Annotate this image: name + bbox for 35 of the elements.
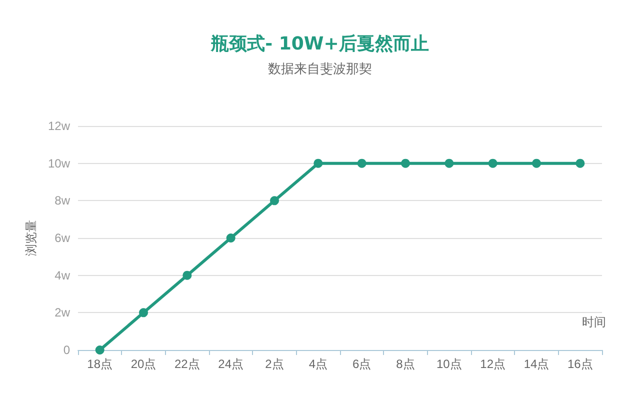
y-tick-label: 12w: [48, 119, 70, 133]
x-tick-label: 24点: [218, 357, 244, 371]
y-axis-title: 浏览量: [24, 220, 38, 256]
point: [182, 270, 192, 280]
point: [270, 196, 279, 206]
chart-subtitle: 数据来自斐波那契: [268, 62, 372, 77]
x-tick-label: 20点: [130, 357, 156, 371]
x-axis-title: 时间: [582, 315, 606, 329]
y-tick-label: 10w: [48, 156, 70, 170]
y-tick-label: 0: [63, 343, 70, 357]
x-tick-label: 22点: [174, 357, 200, 371]
point: [95, 346, 104, 354]
point: [139, 308, 148, 318]
x-tick-label: 10点: [436, 357, 462, 371]
y-tick-label: 8w: [54, 194, 70, 208]
x-tick-label: 18点: [87, 357, 113, 371]
x-tick-label: 12点: [480, 357, 506, 371]
point: [401, 158, 410, 168]
x-tick-label: 8点: [396, 357, 415, 371]
point: [226, 234, 236, 242]
point: [444, 158, 454, 168]
x-tick-label: 2点: [265, 357, 284, 371]
point: [488, 158, 498, 168]
y-tick-label: 4w: [54, 268, 70, 282]
x-tick-label: 14点: [524, 357, 550, 371]
point: [357, 158, 366, 168]
x-tick-label: 16点: [567, 357, 593, 371]
y-tick-label: 2w: [54, 306, 70, 320]
x-tick-label: 6点: [352, 357, 372, 371]
chart-title: 瓶颈式- 10W+后戛然而止: [210, 34, 429, 54]
point: [532, 158, 541, 168]
x-tick-label: 4点: [308, 357, 328, 371]
y-tick-label: 6w: [54, 231, 70, 245]
point: [576, 158, 585, 168]
point: [314, 158, 323, 168]
